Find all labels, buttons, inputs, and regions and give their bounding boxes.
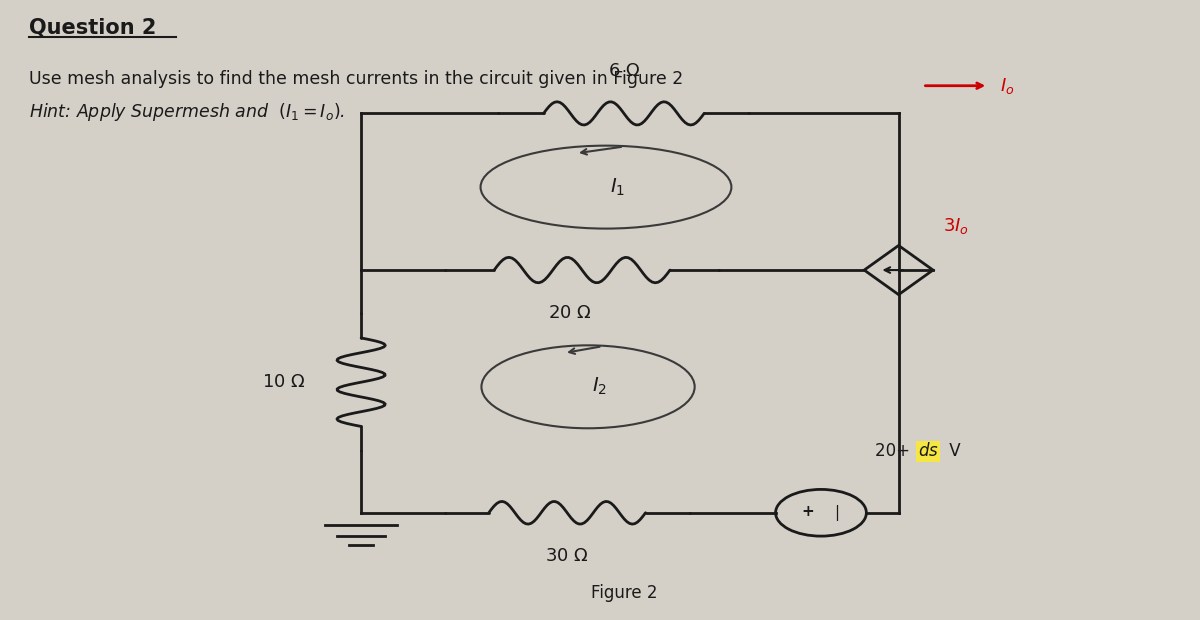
Text: 20 $\Omega$: 20 $\Omega$ bbox=[548, 304, 592, 322]
Text: $3I_o$: $3I_o$ bbox=[943, 216, 968, 236]
Text: 6 $\Omega$: 6 $\Omega$ bbox=[608, 61, 640, 79]
Text: |: | bbox=[834, 505, 839, 521]
Text: $\mathit{ds}$: $\mathit{ds}$ bbox=[918, 442, 938, 460]
Text: +: + bbox=[802, 504, 815, 519]
Text: Figure 2: Figure 2 bbox=[590, 584, 658, 602]
Text: 10 $\Omega$: 10 $\Omega$ bbox=[262, 373, 305, 391]
Text: Question 2: Question 2 bbox=[29, 18, 156, 38]
Text: Hint: Apply Supermesh and  $(I_1 = I_o)$.: Hint: Apply Supermesh and $(I_1 = I_o)$. bbox=[29, 101, 346, 123]
Text: V: V bbox=[944, 442, 961, 460]
Text: 30 $\Omega$: 30 $\Omega$ bbox=[545, 547, 589, 565]
Text: $I_o$: $I_o$ bbox=[1000, 76, 1014, 95]
Text: Use mesh analysis to find the mesh currents in the circuit given in Figure 2: Use mesh analysis to find the mesh curre… bbox=[29, 70, 683, 89]
Text: $I_2$: $I_2$ bbox=[593, 376, 607, 397]
Text: $I_1$: $I_1$ bbox=[611, 177, 625, 198]
Text: 20+: 20+ bbox=[875, 442, 914, 460]
